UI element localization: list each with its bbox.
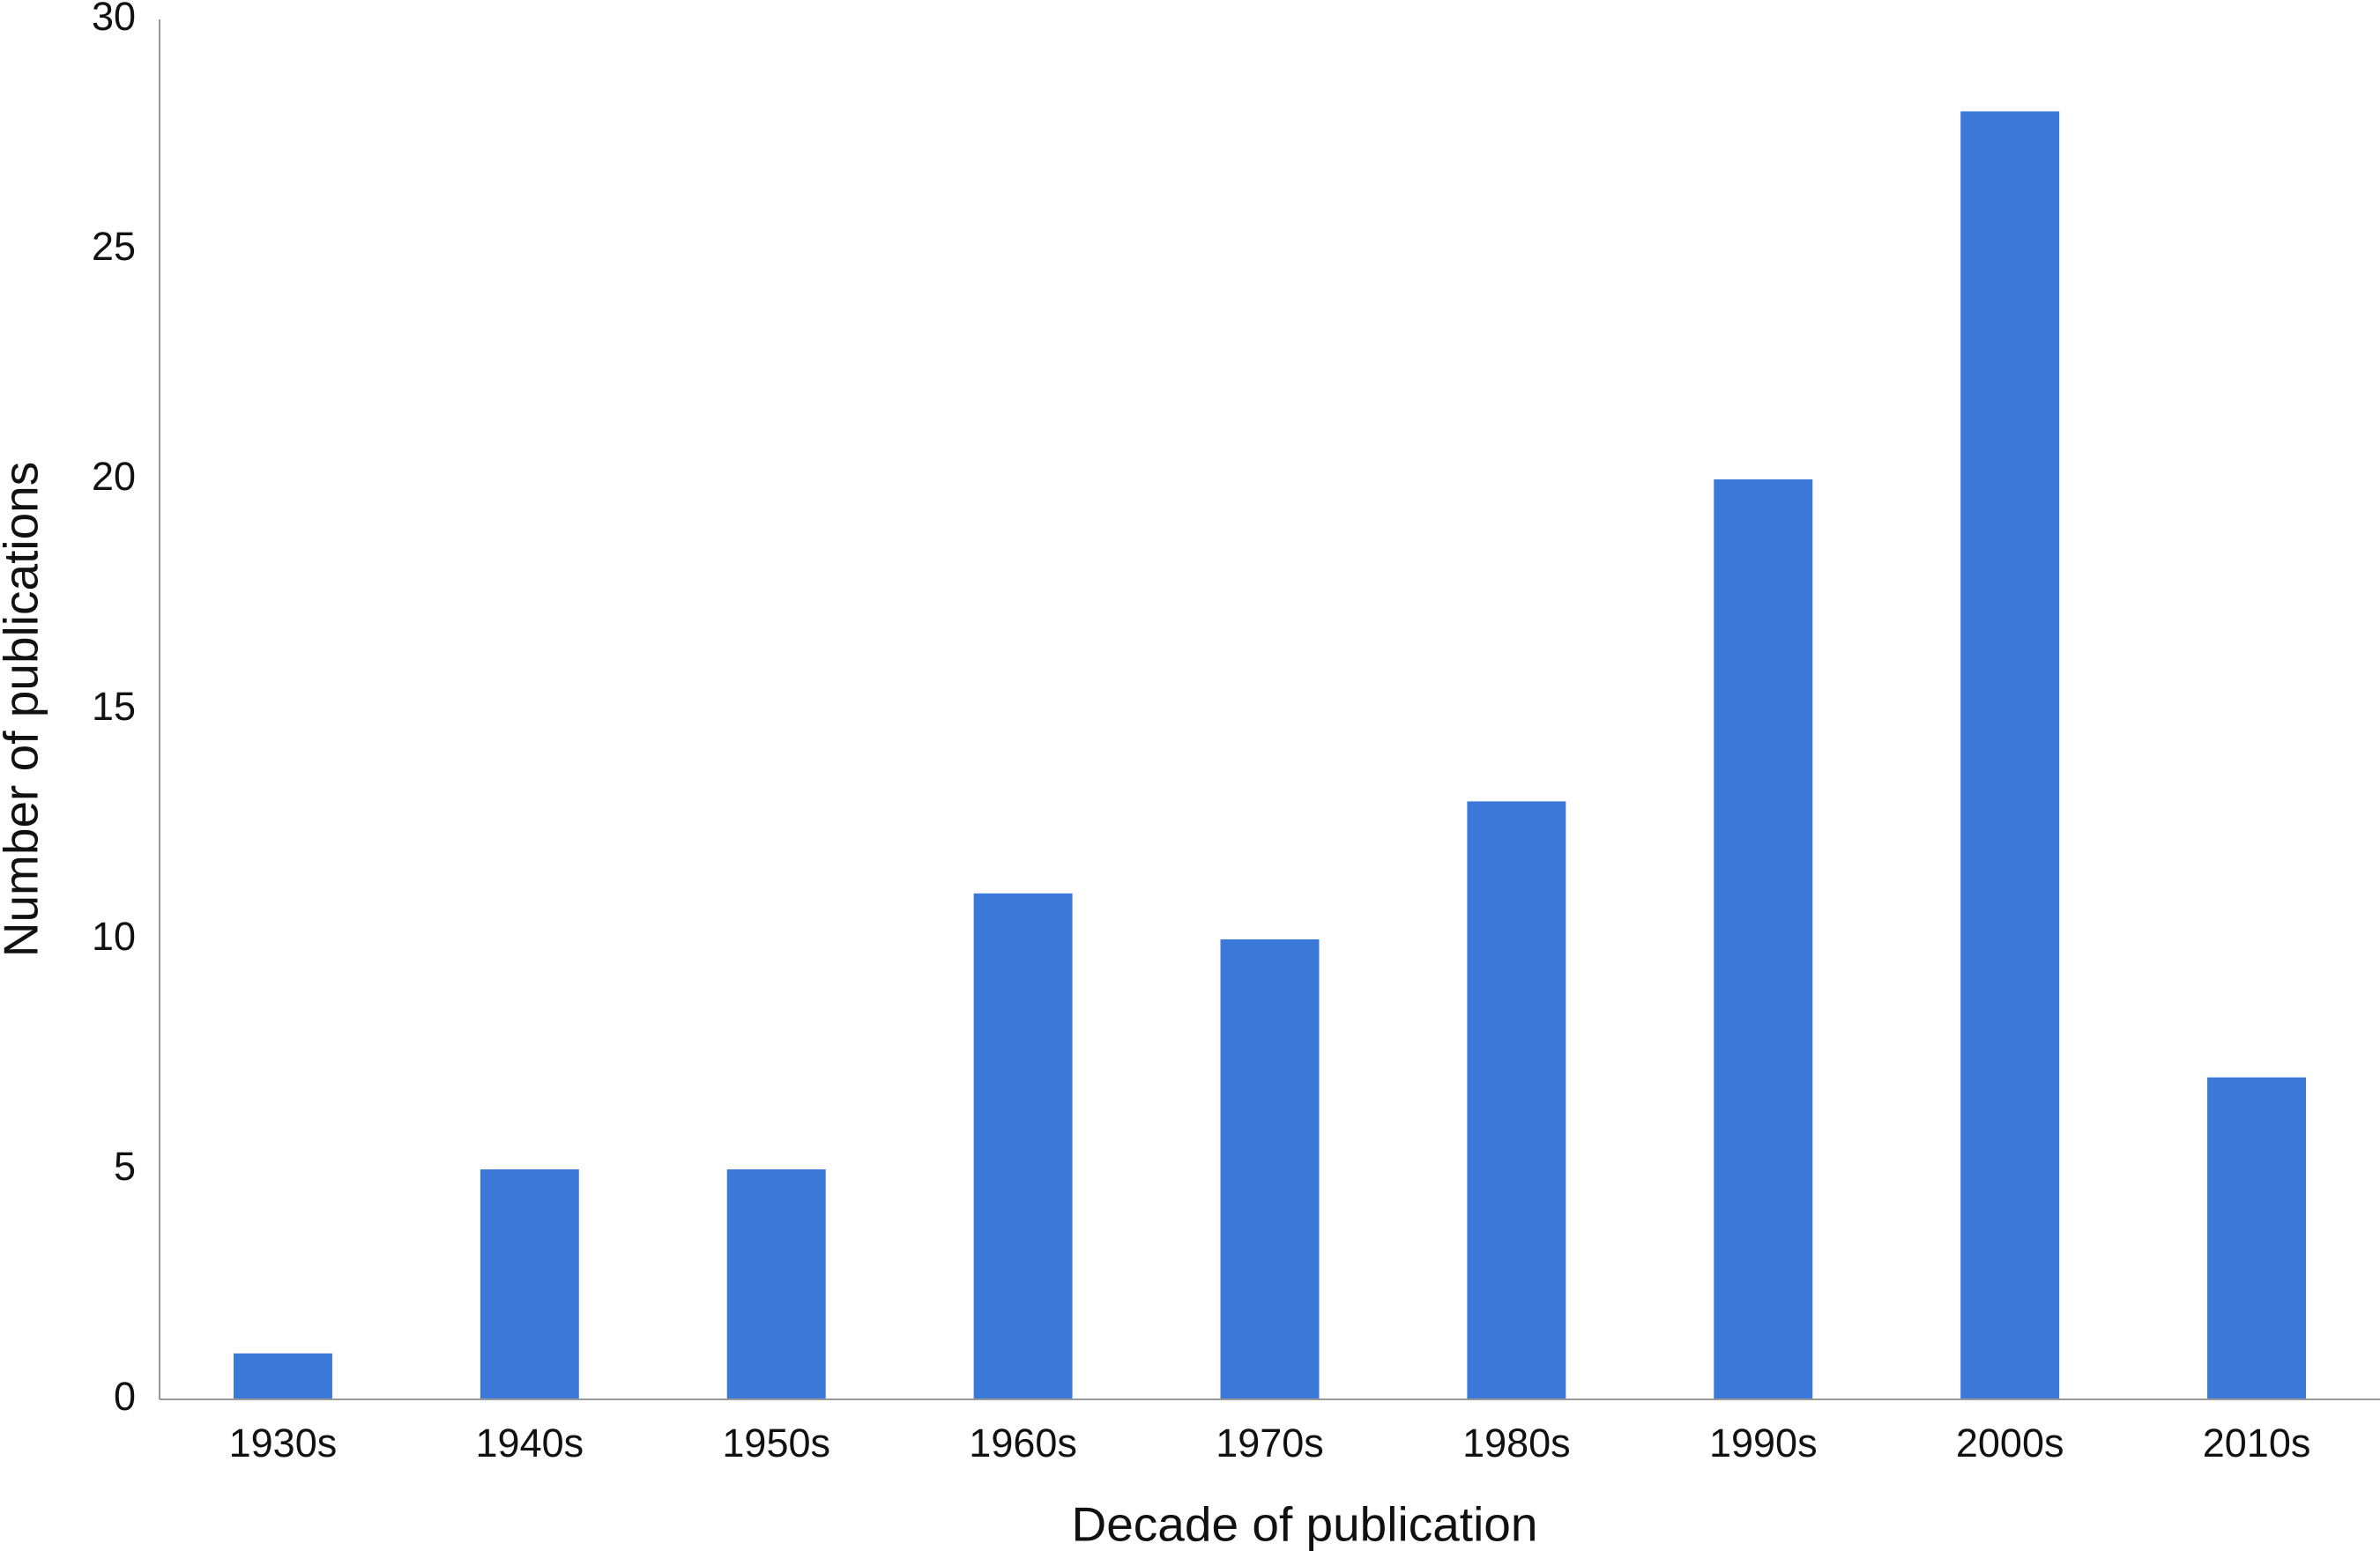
x-tick-label: 1990s [1709, 1421, 1818, 1465]
y-tick-label: 20 [92, 454, 136, 499]
y-tick-label: 30 [92, 0, 136, 39]
bar [233, 1353, 332, 1399]
x-tick-label: 1950s [722, 1421, 830, 1465]
y-tick-label: 10 [92, 914, 136, 959]
bar [726, 1169, 826, 1399]
bar [1467, 801, 1566, 1399]
bar [1220, 939, 1320, 1399]
bar [973, 893, 1073, 1399]
y-tick-label: 15 [92, 684, 136, 729]
x-tick-label: 2000s [1956, 1421, 2064, 1465]
bar [2207, 1077, 2307, 1399]
bar [480, 1169, 579, 1399]
x-tick-label: 1940s [476, 1421, 584, 1465]
x-tick-label: 1960s [969, 1421, 1077, 1465]
bar [1960, 111, 2060, 1399]
x-tick-label: 2010s [2203, 1421, 2311, 1465]
y-tick-label: 0 [114, 1374, 136, 1419]
x-axis-title: Decade of publication [1072, 1497, 1538, 1552]
y-tick-label: 25 [92, 224, 136, 269]
x-tick-label: 1930s [229, 1421, 338, 1465]
bar [1714, 479, 1813, 1399]
y-axis-title: Number of publications [0, 462, 48, 958]
x-tick-label: 1970s [1216, 1421, 1324, 1465]
y-tick-label: 5 [114, 1144, 136, 1189]
x-tick-label: 1980s [1462, 1421, 1571, 1465]
